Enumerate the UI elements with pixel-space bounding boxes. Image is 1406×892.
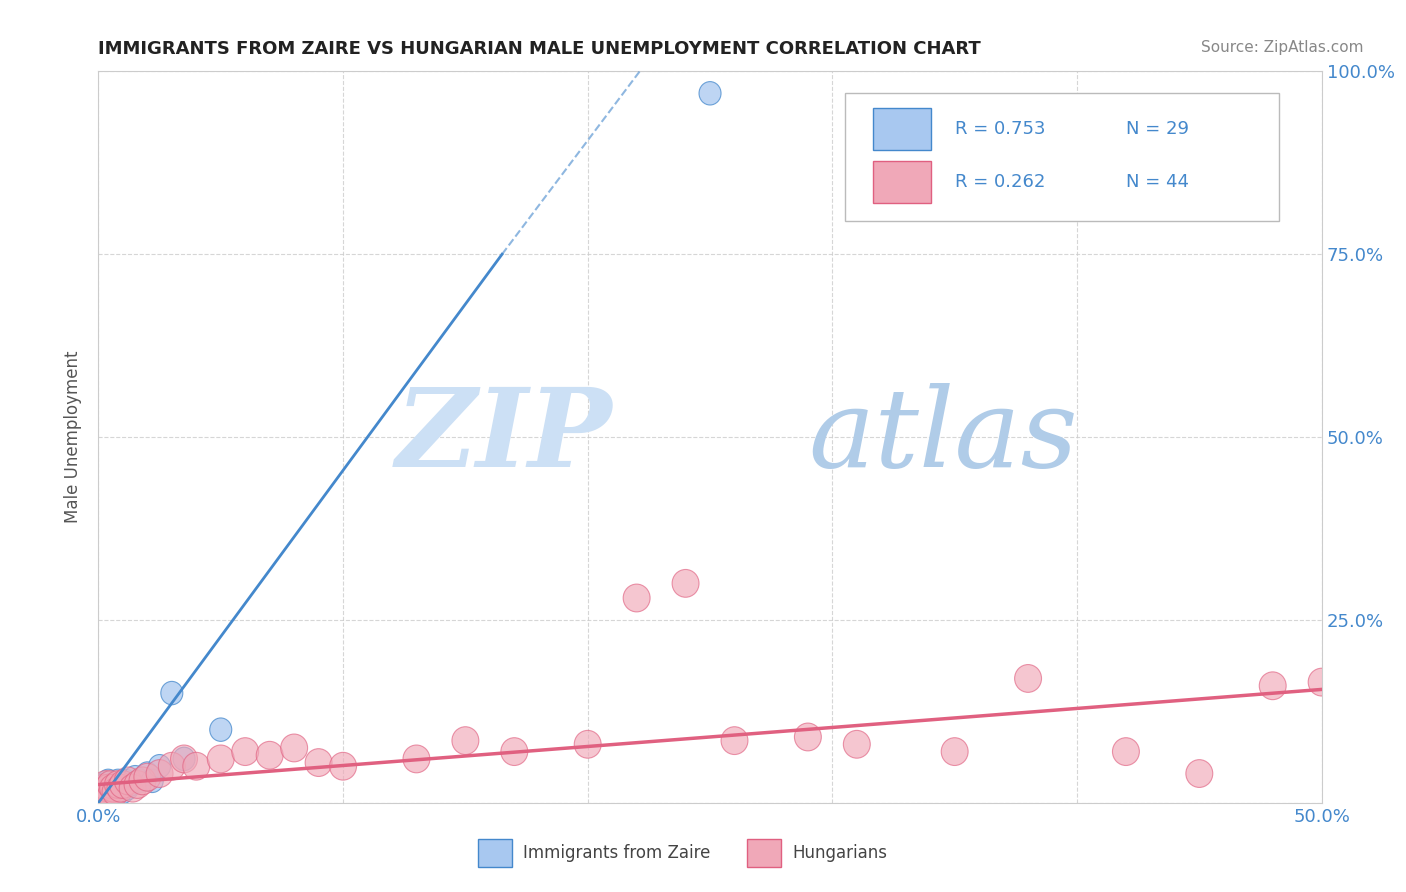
- Text: ZIP: ZIP: [395, 384, 612, 491]
- Ellipse shape: [97, 781, 124, 809]
- Ellipse shape: [94, 778, 122, 805]
- FancyBboxPatch shape: [747, 839, 780, 867]
- Ellipse shape: [136, 762, 159, 785]
- Text: R = 0.262: R = 0.262: [955, 173, 1045, 191]
- Ellipse shape: [112, 780, 134, 804]
- Ellipse shape: [146, 760, 173, 788]
- Ellipse shape: [1308, 668, 1336, 696]
- Ellipse shape: [100, 776, 122, 800]
- Y-axis label: Male Unemployment: Male Unemployment: [65, 351, 83, 524]
- Ellipse shape: [97, 769, 120, 793]
- Ellipse shape: [1015, 665, 1042, 692]
- Ellipse shape: [104, 771, 131, 798]
- Ellipse shape: [87, 781, 114, 809]
- Ellipse shape: [124, 771, 150, 798]
- Ellipse shape: [103, 780, 124, 804]
- Text: Immigrants from Zaire: Immigrants from Zaire: [523, 844, 710, 863]
- Ellipse shape: [112, 772, 134, 797]
- Ellipse shape: [451, 727, 479, 755]
- Ellipse shape: [159, 752, 186, 780]
- Ellipse shape: [134, 764, 160, 791]
- Ellipse shape: [107, 780, 129, 804]
- Text: atlas: atlas: [808, 384, 1077, 491]
- Ellipse shape: [97, 771, 124, 798]
- Ellipse shape: [93, 780, 114, 804]
- Ellipse shape: [107, 769, 129, 793]
- Text: R = 0.753: R = 0.753: [955, 120, 1045, 138]
- Ellipse shape: [90, 774, 117, 802]
- Ellipse shape: [699, 81, 721, 105]
- Ellipse shape: [120, 774, 146, 802]
- Ellipse shape: [1260, 672, 1286, 699]
- Ellipse shape: [794, 723, 821, 751]
- Ellipse shape: [1112, 738, 1139, 765]
- FancyBboxPatch shape: [873, 108, 931, 151]
- Ellipse shape: [305, 748, 332, 776]
- Ellipse shape: [120, 772, 141, 797]
- Text: Source: ZipAtlas.com: Source: ZipAtlas.com: [1201, 40, 1364, 55]
- Text: N = 29: N = 29: [1126, 120, 1189, 138]
- Ellipse shape: [329, 752, 357, 780]
- Ellipse shape: [129, 767, 156, 795]
- Ellipse shape: [110, 776, 131, 800]
- Ellipse shape: [94, 774, 122, 802]
- Text: N = 44: N = 44: [1126, 173, 1189, 191]
- Ellipse shape: [941, 738, 969, 765]
- Ellipse shape: [721, 727, 748, 755]
- Ellipse shape: [93, 781, 120, 809]
- Ellipse shape: [207, 745, 235, 772]
- Ellipse shape: [209, 718, 232, 741]
- Ellipse shape: [90, 784, 112, 807]
- Ellipse shape: [100, 774, 127, 802]
- Ellipse shape: [114, 769, 136, 793]
- Ellipse shape: [93, 771, 120, 798]
- Text: IMMIGRANTS FROM ZAIRE VS HUNGARIAN MALE UNEMPLOYMENT CORRELATION CHART: IMMIGRANTS FROM ZAIRE VS HUNGARIAN MALE …: [98, 40, 981, 58]
- Ellipse shape: [94, 784, 117, 807]
- Ellipse shape: [281, 734, 308, 762]
- Ellipse shape: [104, 776, 127, 800]
- Ellipse shape: [129, 769, 150, 793]
- Ellipse shape: [94, 772, 117, 797]
- Ellipse shape: [160, 681, 183, 705]
- Ellipse shape: [93, 776, 114, 800]
- Ellipse shape: [90, 778, 117, 805]
- Ellipse shape: [844, 731, 870, 758]
- Ellipse shape: [173, 747, 195, 771]
- Ellipse shape: [404, 745, 430, 772]
- Ellipse shape: [149, 755, 170, 778]
- Ellipse shape: [100, 784, 122, 807]
- Ellipse shape: [574, 731, 602, 758]
- Ellipse shape: [170, 745, 197, 772]
- Ellipse shape: [256, 741, 283, 769]
- Ellipse shape: [110, 771, 136, 798]
- Ellipse shape: [124, 765, 146, 789]
- Ellipse shape: [232, 738, 259, 765]
- Ellipse shape: [141, 769, 163, 793]
- FancyBboxPatch shape: [845, 94, 1279, 221]
- Ellipse shape: [103, 778, 129, 805]
- Ellipse shape: [1185, 760, 1213, 788]
- Ellipse shape: [97, 780, 120, 804]
- Ellipse shape: [103, 772, 124, 797]
- FancyBboxPatch shape: [478, 839, 512, 867]
- Ellipse shape: [114, 767, 141, 795]
- Ellipse shape: [183, 752, 209, 780]
- Ellipse shape: [672, 569, 699, 598]
- FancyBboxPatch shape: [873, 161, 931, 203]
- Ellipse shape: [107, 774, 134, 802]
- Ellipse shape: [501, 738, 527, 765]
- Ellipse shape: [623, 584, 650, 612]
- Ellipse shape: [117, 776, 139, 800]
- Text: Hungarians: Hungarians: [792, 844, 887, 863]
